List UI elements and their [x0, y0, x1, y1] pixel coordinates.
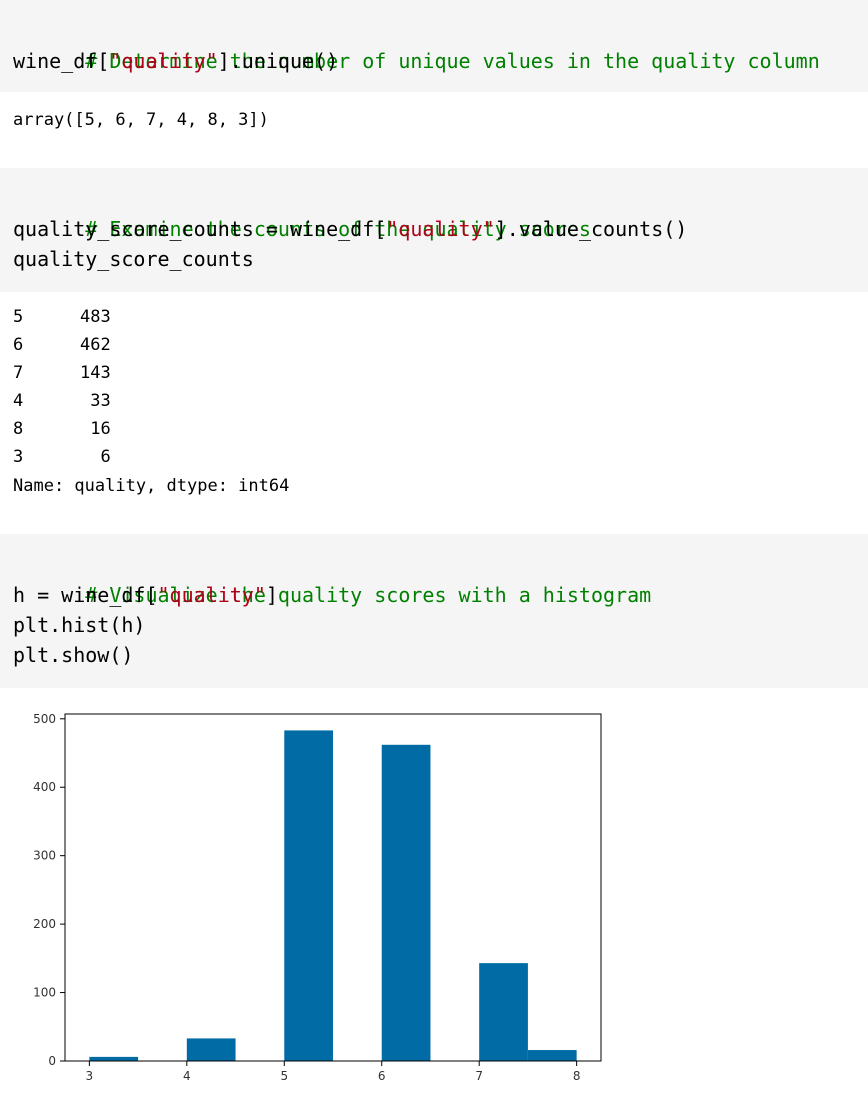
output-row: 5 483	[13, 303, 111, 331]
code-cell-value-counts[interactable]: # Examine the counts of the quality scor…	[0, 168, 868, 292]
code-line: quality_score_counts = wine_df["quality"…	[13, 214, 687, 244]
row-value: 483	[80, 307, 111, 327]
output-row: 4 33	[13, 387, 111, 415]
output-row: 8 16	[13, 415, 111, 443]
output-text: array([5, 6, 7, 4, 8, 3])	[13, 110, 269, 130]
output-cell-unique: array([5, 6, 7, 4, 8, 3])	[0, 92, 868, 168]
x-tick-label: 4	[183, 1069, 191, 1083]
row-index: 6	[13, 335, 24, 355]
x-tick-label: 7	[475, 1069, 483, 1083]
comment-text: # Determine the number of unique values …	[85, 49, 820, 73]
comment-text: # Visualize the quality scores with a hi…	[85, 583, 652, 607]
code-line: quality_score_counts	[13, 247, 254, 271]
histogram-chart: 3 4 5 6 7 8 0 100 200 300 400 500	[33, 712, 602, 1083]
code-line: wine_df["quality"].unique()	[13, 46, 338, 76]
y-tick-label: 300	[33, 849, 56, 863]
code-text: wine_df[	[13, 49, 110, 73]
code-text: ]	[265, 583, 278, 607]
row-value: 16	[80, 419, 111, 439]
output-row: 6 462	[13, 331, 111, 359]
output-row: 3 6	[13, 443, 111, 471]
code-string: "quality"	[157, 583, 266, 607]
code-text: ].value_counts()	[494, 217, 688, 241]
histogram-bar	[284, 730, 333, 1061]
comment-text: # Examine the counts of the quality scor…	[85, 217, 591, 241]
code-comment: # Examine the counts of the quality scor…	[13, 184, 591, 241]
row-value: 462	[80, 335, 111, 355]
output-cell-value-counts: 5 483 6 462 7 143 4 33 8 16 3 6 Name: quali…	[0, 292, 868, 534]
y-tick-label: 0	[48, 1054, 56, 1068]
code-text: h = wine_df[	[13, 583, 158, 607]
row-value: 143	[80, 363, 111, 383]
y-tick-label: 200	[33, 917, 56, 931]
code-string: "quality"	[109, 49, 218, 73]
output-cell-histogram: 3 4 5 6 7 8 0 100 200 300 400 500	[0, 688, 868, 1114]
row-value: 6	[80, 447, 111, 467]
x-tick-label: 6	[378, 1069, 386, 1083]
x-tick-label: 8	[573, 1069, 581, 1083]
histogram-bar	[479, 963, 528, 1061]
code-cell-unique[interactable]: # Determine the number of unique values …	[0, 0, 868, 92]
y-tick-label: 400	[33, 780, 56, 794]
x-tick-label: 5	[280, 1069, 288, 1083]
row-index: 4	[13, 391, 24, 411]
y-tick-label: 500	[33, 712, 56, 726]
row-value: 33	[80, 391, 111, 411]
output-footer: Name: quality, dtype: int64	[13, 476, 290, 496]
histogram-bar	[186, 1038, 236, 1061]
code-line: plt.hist(h)	[13, 613, 146, 637]
code-comment: # Determine the number of unique values …	[13, 16, 820, 73]
histogram-bar	[89, 1056, 139, 1061]
x-tick-label: 3	[86, 1069, 94, 1083]
code-text: ].unique()	[217, 49, 339, 73]
code-text: quality_score_counts = wine_df[	[13, 217, 387, 241]
row-index: 5	[13, 307, 24, 327]
plot-frame	[64, 713, 602, 1062]
code-line: plt.show()	[13, 643, 134, 667]
row-index: 8	[13, 419, 24, 439]
y-tick-label: 100	[33, 986, 56, 1000]
histogram-bar	[527, 1050, 577, 1061]
row-index: 3	[13, 447, 24, 467]
output-row: 7 143	[13, 359, 111, 387]
histogram-bar	[381, 744, 431, 1061]
code-string: "quality"	[386, 217, 495, 241]
code-comment: # Visualize the quality scores with a hi…	[13, 550, 651, 607]
row-index: 7	[13, 363, 24, 383]
code-cell-histogram[interactable]: # Visualize the quality scores with a hi…	[0, 534, 868, 688]
code-line: h = wine_df["quality"]	[13, 580, 278, 610]
